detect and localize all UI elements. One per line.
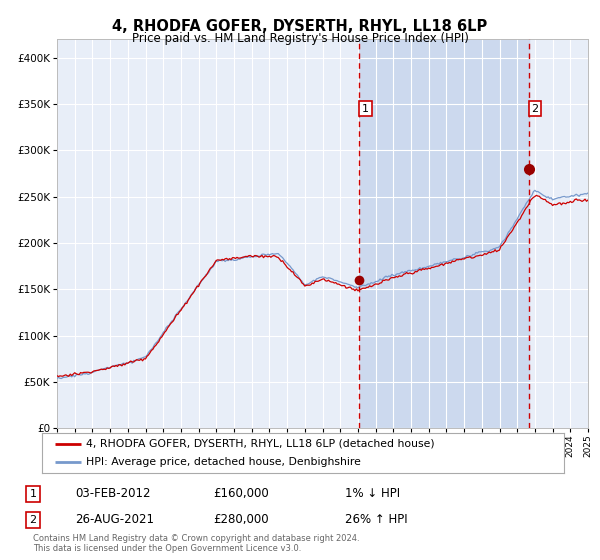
Text: 4, RHODFA GOFER, DYSERTH, RHYL, LL18 6LP (detached house): 4, RHODFA GOFER, DYSERTH, RHYL, LL18 6LP… <box>86 439 435 449</box>
Text: 1: 1 <box>362 104 369 114</box>
Text: Contains HM Land Registry data © Crown copyright and database right 2024.
This d: Contains HM Land Registry data © Crown c… <box>33 534 359 553</box>
Text: Price paid vs. HM Land Registry's House Price Index (HPI): Price paid vs. HM Land Registry's House … <box>131 32 469 45</box>
Text: 1: 1 <box>29 489 37 499</box>
Bar <box>359 39 529 428</box>
Text: £280,000: £280,000 <box>213 513 269 526</box>
Text: 26% ↑ HPI: 26% ↑ HPI <box>345 513 407 526</box>
Text: 4, RHODFA GOFER, DYSERTH, RHYL, LL18 6LP: 4, RHODFA GOFER, DYSERTH, RHYL, LL18 6LP <box>112 19 488 34</box>
Text: HPI: Average price, detached house, Denbighshire: HPI: Average price, detached house, Denb… <box>86 458 361 467</box>
Text: 2: 2 <box>532 104 538 114</box>
Text: £160,000: £160,000 <box>213 487 269 501</box>
Text: 26-AUG-2021: 26-AUG-2021 <box>75 513 154 526</box>
Text: 1% ↓ HPI: 1% ↓ HPI <box>345 487 400 501</box>
Text: 03-FEB-2012: 03-FEB-2012 <box>75 487 151 501</box>
Text: 2: 2 <box>29 515 37 525</box>
